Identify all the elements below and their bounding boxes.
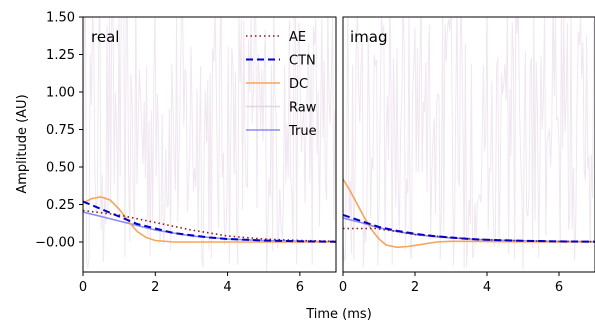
x-tick-label: 6 <box>555 280 563 295</box>
series-line-ctn-imag <box>343 214 595 243</box>
series-group-real <box>83 196 336 243</box>
x-tick-label: 0 <box>339 280 347 295</box>
y-axis-label: Amplitude (AU) <box>15 94 30 193</box>
legend-label-raw: Raw <box>289 101 317 116</box>
legend-label-dc: DC <box>289 77 308 92</box>
x-tick-label: 6 <box>296 280 304 295</box>
x-ticks-imag: 0 2 4 6 <box>339 272 563 295</box>
x-axis-label: Time (ms) <box>305 307 372 320</box>
y-tick-label: −0.00 <box>35 236 75 251</box>
y-tick-label: 0.25 <box>46 198 75 213</box>
x-tick-label: 0 <box>79 280 87 295</box>
y-tick-label: 0.50 <box>46 161 75 176</box>
legend-label-ae: AE <box>289 30 306 45</box>
panel-imag: imag 0 2 4 6 <box>339 16 595 295</box>
raw-series-line <box>343 17 595 270</box>
series-line-dc-imag <box>343 178 595 249</box>
legend: AE CTN DC Raw True <box>246 30 317 139</box>
legend-label-true: True <box>288 124 317 139</box>
raw-signal-imag <box>343 17 595 270</box>
panel-title-real: real <box>91 28 119 46</box>
series-line-dc-real <box>83 196 336 243</box>
y-ticks: −0.00 0.25 0.50 0.75 1.00 1.25 1.50 <box>35 11 83 251</box>
x-tick-label: 2 <box>151 280 159 295</box>
series-group-imag <box>343 178 595 249</box>
x-tick-label: 4 <box>223 280 231 295</box>
x-ticks-real: 0 2 4 6 <box>79 272 304 295</box>
y-tick-label: 1.25 <box>46 48 75 63</box>
y-tick-label: 1.00 <box>46 86 75 101</box>
y-tick-label: 1.50 <box>46 11 75 26</box>
y-tick-label: 0.75 <box>46 123 75 138</box>
x-tick-label: 2 <box>411 280 419 295</box>
panel-title-imag: imag <box>350 28 388 46</box>
plot-frame-real <box>82 16 337 273</box>
legend-label-ctn: CTN <box>289 54 316 69</box>
panel-real: real 0 2 4 6 −0.00 0.25 0.50 0.75 1.00 1.25 1.50 <box>35 11 337 295</box>
x-tick-label: 4 <box>483 280 491 295</box>
plot-frame-imag <box>342 16 595 273</box>
series-line-ctn-real <box>83 200 336 243</box>
